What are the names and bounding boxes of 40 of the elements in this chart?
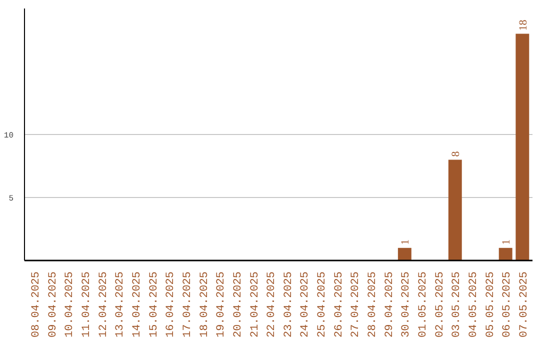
bar bbox=[498, 248, 512, 260]
x-tick-label: 04.05.2025 bbox=[468, 271, 480, 338]
x-tick-label: 06.05.2025 bbox=[502, 271, 514, 338]
x-tick-label: 20.04.2025 bbox=[232, 271, 244, 338]
x-tick-label: 21.04.2025 bbox=[249, 271, 262, 338]
x-tick-label: 22.04.2025 bbox=[266, 271, 278, 338]
x-tick-label: 12.04.2025 bbox=[98, 271, 110, 338]
x-tick-label: 19.04.2025 bbox=[216, 271, 228, 338]
x-tick-label: 26.04.2025 bbox=[333, 271, 346, 338]
x-tick-label: 15.04.2025 bbox=[148, 271, 160, 338]
x-tick-label: 25.04.2025 bbox=[316, 271, 329, 338]
y-tick-label: 5 bbox=[8, 194, 14, 204]
x-tick-label: 03.05.2025 bbox=[451, 271, 464, 338]
x-tick-label: 24.04.2025 bbox=[300, 271, 312, 338]
bar bbox=[516, 34, 530, 260]
x-tick-label: 08.04.2025 bbox=[30, 271, 43, 338]
y-tick-label: 10 bbox=[4, 132, 14, 140]
x-tick-label: 02.05.2025 bbox=[434, 271, 446, 338]
x-tick-label: 30.04.2025 bbox=[400, 271, 413, 338]
x-tick-label: 14.04.2025 bbox=[132, 271, 144, 338]
x-tick-label: 10.04.2025 bbox=[64, 271, 76, 338]
x-tick-label: 27.04.2025 bbox=[350, 271, 362, 338]
x-tick-label: 09.04.2025 bbox=[47, 271, 60, 338]
x-tick-label: 16.04.2025 bbox=[165, 271, 178, 338]
data-label: 1 bbox=[500, 239, 513, 245]
x-tick-label: 23.04.2025 bbox=[282, 271, 295, 338]
x-tick-label: 29.04.2025 bbox=[384, 271, 396, 338]
x-tick-label: 07.05.2025 bbox=[518, 271, 530, 338]
x-tick-label: 05.05.2025 bbox=[484, 271, 497, 338]
data-label: 18 bbox=[517, 19, 530, 31]
data-label: 8 bbox=[450, 150, 462, 157]
x-tick-label: 18.04.2025 bbox=[198, 271, 211, 338]
x-tick-label: 28.04.2025 bbox=[367, 271, 380, 338]
x-tick-label: 13.04.2025 bbox=[114, 271, 127, 338]
data-label: 1 bbox=[400, 239, 412, 245]
bar bbox=[448, 160, 462, 260]
x-tick-label: 17.04.2025 bbox=[182, 271, 194, 338]
x-tick-label: 01.05.2025 bbox=[417, 271, 430, 338]
bar bbox=[398, 248, 412, 260]
x-tick-label: 11.04.2025 bbox=[81, 271, 94, 338]
